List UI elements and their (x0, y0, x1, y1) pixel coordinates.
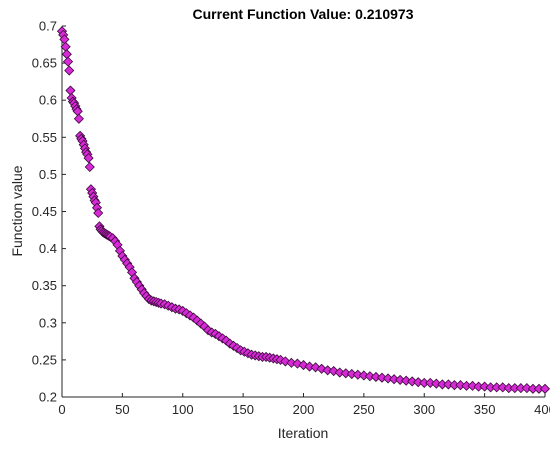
data-point (84, 161, 95, 173)
y-tick-label: 0.6 (39, 93, 57, 108)
data-point (431, 378, 442, 389)
y-axis-label: Function value (9, 165, 25, 256)
data-point (376, 372, 388, 383)
data-point (340, 368, 351, 379)
x-axis-label: Iteration (278, 425, 329, 441)
data-point (358, 370, 369, 381)
x-tick-label: 100 (172, 402, 194, 417)
y-tick-label: 0.3 (39, 315, 57, 330)
data-point (388, 374, 400, 385)
x-tick-label: 350 (474, 402, 496, 417)
y-tick-label: 0.45 (32, 204, 57, 219)
data-point (479, 381, 490, 392)
x-tick-label: 400 (534, 402, 550, 417)
x-tick-label: 150 (232, 402, 254, 417)
data-point (413, 377, 424, 388)
x-tick-label: 0 (58, 402, 65, 417)
y-tick-label: 0.4 (39, 241, 57, 256)
data-point (364, 371, 375, 382)
x-tick-label: 200 (293, 402, 315, 417)
data-point (93, 207, 104, 219)
data-point (539, 383, 550, 394)
data-point (83, 153, 94, 164)
data-point (286, 357, 297, 368)
y-tick-label: 0.5 (39, 167, 57, 182)
data-point (407, 376, 418, 387)
data-point (497, 382, 508, 393)
y-tick-label: 0.25 (32, 352, 57, 367)
data-point (322, 365, 333, 376)
data-point (401, 375, 412, 386)
y-tick-label: 0.35 (32, 278, 57, 293)
y-tick-label: 0.65 (32, 56, 57, 71)
data-point (425, 377, 436, 388)
data-point (73, 113, 84, 124)
data-point (467, 380, 478, 391)
y-tick-label: 0.7 (39, 19, 57, 34)
data-point (346, 368, 357, 380)
data-point (64, 65, 75, 76)
x-tick-label: 50 (115, 402, 129, 417)
data-point (352, 369, 363, 380)
data-point (443, 379, 454, 390)
data-point (521, 383, 532, 394)
x-tick-label: 300 (413, 402, 435, 417)
data-point (395, 374, 406, 385)
ticks: 0 50 100 150 200 250 300 350 400 0.2 0.25 0.3 0.35 0.… (32, 19, 550, 418)
chart-title: Current Function Value: 0.210973 (193, 6, 414, 22)
y-tick-label: 0.55 (32, 130, 57, 145)
y-tick-label: 0.2 (39, 390, 57, 405)
x-tick-label: 250 (353, 402, 375, 417)
data-point (334, 367, 345, 378)
data-point (62, 56, 74, 67)
data-point (382, 373, 394, 384)
data-point (304, 361, 315, 372)
data-point (370, 371, 382, 383)
data-points (56, 26, 550, 394)
data-point (455, 380, 466, 391)
